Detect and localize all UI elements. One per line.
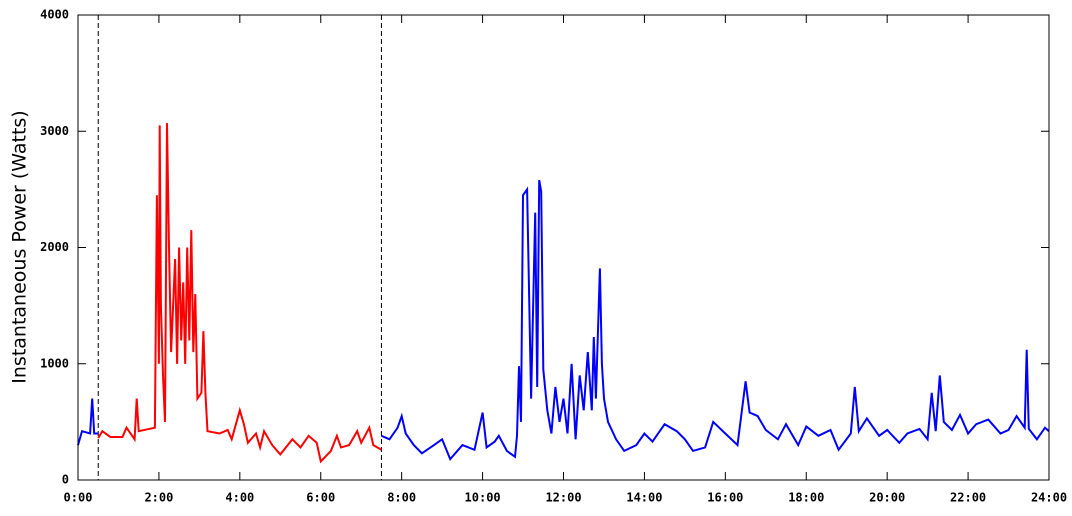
data-line bbox=[97, 123, 382, 464]
plot-frame bbox=[77, 14, 1050, 481]
x-tick-label: 12:00 bbox=[545, 491, 581, 505]
y-tick-label: 3000 bbox=[40, 124, 69, 138]
x-tick-label: 0:00 bbox=[64, 491, 93, 505]
x-tick-label: 14:00 bbox=[626, 491, 662, 505]
y-tick-label: 4000 bbox=[40, 8, 69, 22]
x-tick-label: 20:00 bbox=[869, 491, 905, 505]
x-tick-label: 10:00 bbox=[465, 491, 501, 505]
y-tick-label: 0 bbox=[62, 473, 69, 487]
x-tick-label: 2:00 bbox=[144, 491, 173, 505]
x-tick-label: 4:00 bbox=[225, 491, 254, 505]
x-tick-label: 24:00 bbox=[1031, 491, 1067, 505]
x-tick-label: 16:00 bbox=[707, 491, 743, 505]
x-tick-label: 18:00 bbox=[788, 491, 824, 505]
data-line bbox=[77, 398, 99, 446]
data-line bbox=[381, 179, 1050, 461]
x-tick-label: 6:00 bbox=[306, 491, 335, 505]
y-tick-label: 2000 bbox=[40, 240, 69, 254]
x-tick-label: 22:00 bbox=[950, 491, 986, 505]
y-tick-label: 1000 bbox=[40, 356, 69, 370]
x-tick-label: 8:00 bbox=[387, 491, 416, 505]
y-axis-label: Instantaneous Power (Watts) bbox=[9, 110, 31, 383]
